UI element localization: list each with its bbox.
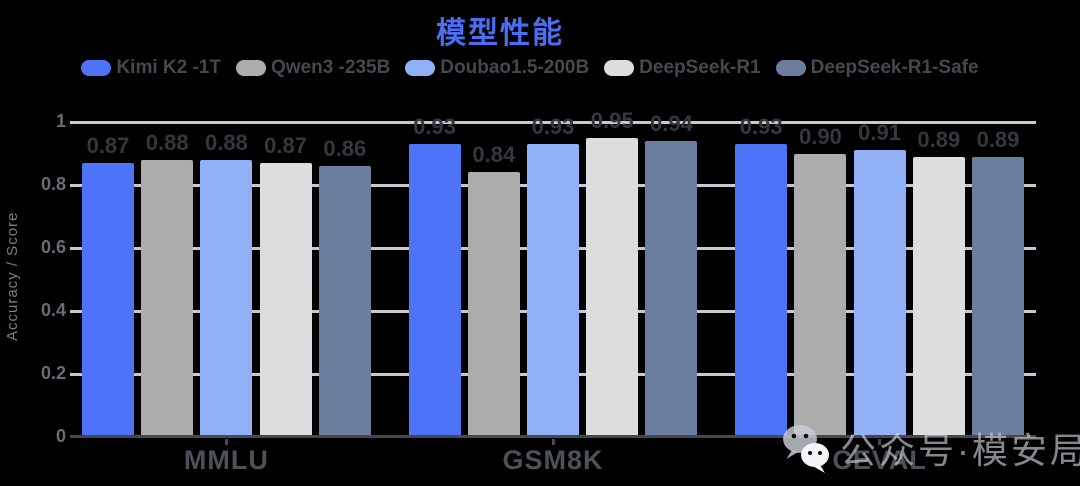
watermark-text: 公众号·模安局 <box>840 430 1080 471</box>
watermark: 公众号·模安局 <box>780 422 1080 474</box>
bar-value-label: 0.86 <box>323 136 367 162</box>
plot-area: 0.87 0.88 0.88 0.87 0.86 MMLU 0.93 0.84 0.93 0.95… <box>70 108 1036 475</box>
bar-value-label: 0.93 <box>739 114 783 140</box>
bar-ceval-series1 <box>794 153 847 437</box>
bar-value-label: 0.94 <box>649 110 693 136</box>
y-axis-tick-label: 1 <box>55 111 66 131</box>
bar-mmlu-series0 <box>82 162 134 437</box>
x-axis-category-label: MMLU <box>183 445 269 475</box>
bar-value-label: 0.95 <box>590 107 634 133</box>
bar-gsm8k-series3 <box>586 137 639 437</box>
bar-value-label: 0.91 <box>858 120 901 146</box>
gridline <box>70 120 1036 124</box>
bar-ceval-series0 <box>735 144 788 437</box>
bar-mmlu-series1 <box>141 159 194 437</box>
legend-swatch <box>405 60 436 76</box>
legend-swatch <box>604 60 635 76</box>
x-axis-tick <box>551 439 555 445</box>
chart-legend: Kimi K2 -1T Qwen3 -235B Doubao1.5-200B Deep… <box>0 57 1060 79</box>
bar-value-label: 0.93 <box>531 114 575 140</box>
x-axis-tick <box>878 439 882 445</box>
wechat-icon <box>783 425 829 473</box>
x-axis-tick <box>224 439 228 445</box>
x-axis-line <box>70 435 1036 438</box>
bar-ceval-series3 <box>912 156 965 437</box>
bar-value-label: 0.90 <box>798 123 842 149</box>
x-axis-category-label: CEVAL <box>832 445 927 475</box>
bar-mmlu-series4 <box>318 166 371 437</box>
legend-label: Kimi K2 -1T <box>116 57 221 78</box>
y-axis-tick-label: 0 <box>55 426 66 446</box>
y-axis-tick-label: 0.6 <box>40 237 66 257</box>
y-axis-tick-label: 0.2 <box>40 363 66 383</box>
legend-item: Qwen3 -235B <box>235 57 391 79</box>
legend-swatch <box>81 60 112 76</box>
legend-label: Doubao1.5-200B <box>440 57 590 78</box>
legend-item: Doubao1.5-200B <box>405 57 589 79</box>
legend-item: DeepSeek-R1 <box>604 57 761 79</box>
bar-value-label: 0.84 <box>472 142 516 168</box>
y-axis-tick-label: 0.8 <box>40 174 66 194</box>
bar-ceval-series4 <box>972 156 1024 437</box>
bar-mmlu-series2 <box>200 159 253 437</box>
bar-gsm8k-series2 <box>527 144 579 437</box>
bar-gsm8k-series4 <box>645 140 698 437</box>
y-axis-title: Accuracy / Score <box>4 211 21 341</box>
bar-value-label: 0.89 <box>976 126 1020 152</box>
bar-gsm8k-series0 <box>408 144 461 437</box>
bar-value-label: 0.88 <box>204 129 248 155</box>
legend-swatch <box>775 60 806 76</box>
chart-title: 模型性能 <box>436 17 564 50</box>
bar-value-label: 0.87 <box>86 132 130 158</box>
bar-value-label: 0.88 <box>145 129 189 155</box>
legend-label: Qwen3 -235B <box>270 57 391 78</box>
bar-mmlu-series3 <box>259 162 312 437</box>
legend-item: DeepSeek-R1-Safe <box>775 57 979 79</box>
legend-item: Kimi K2 -1T <box>81 57 221 79</box>
legend-label: DeepSeek-R1 <box>639 57 761 78</box>
x-axis-category-label: GSM8K <box>502 445 604 475</box>
bar-ceval-series2 <box>853 150 906 437</box>
y-axis-tick-label: 0.4 <box>40 300 66 320</box>
legend-swatch <box>235 60 266 76</box>
bar-value-label: 0.89 <box>917 126 961 152</box>
legend-label: DeepSeek-R1-Safe <box>810 57 979 78</box>
bar-gsm8k-series1 <box>467 172 520 437</box>
bar-value-label: 0.93 <box>413 114 456 140</box>
bar-value-label: 0.87 <box>264 132 307 158</box>
